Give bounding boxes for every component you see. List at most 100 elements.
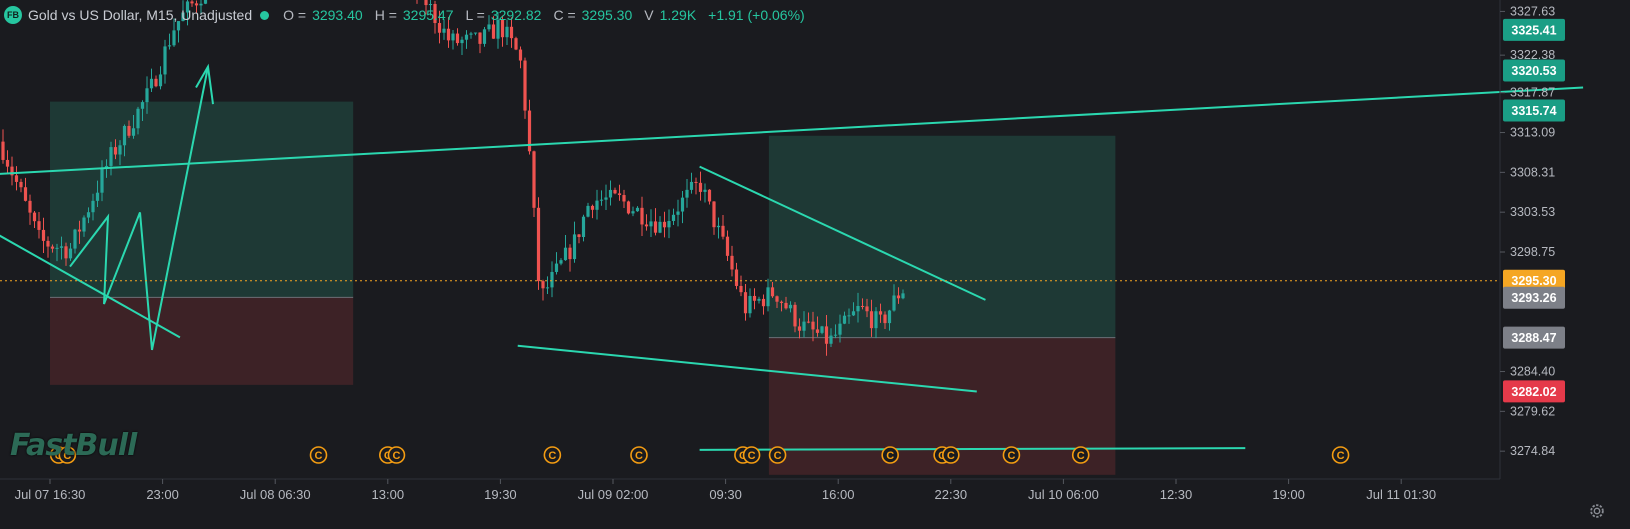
market-status-dot [260,10,270,20]
candle-body [500,19,505,38]
candle-body [901,293,905,299]
trend-line-5 [699,447,1246,451]
event-marker-2[interactable]: C [58,446,77,464]
candle-body [59,246,64,248]
candle-body [734,269,739,286]
candle-body [712,201,716,228]
y-tick-label-7: 3298.75 [1510,245,1555,259]
candle-body [190,1,194,4]
event-marker-11[interactable]: C [881,446,899,464]
candle-body [68,248,73,259]
event-icon: C [1007,450,1015,462]
high-label: H = [374,7,397,23]
event-icon: C [315,450,323,462]
x-tick-label-12: 19:00 [1272,487,1305,502]
event-marker-14[interactable]: C [1002,446,1021,464]
candle-body [667,220,671,228]
candle-body [536,207,541,282]
candle-body [577,234,581,238]
price-label-box-6 [1503,326,1565,349]
candle-body [113,147,118,155]
candle-body [437,23,442,33]
candle-body [595,200,599,210]
candle-body [829,335,833,344]
candle-body [568,247,572,260]
y-tick-label-9: 3279.62 [1510,404,1555,418]
price-label-2: 3320.53 [1511,64,1556,78]
candle-body [779,301,784,303]
candle-body [635,207,640,212]
price-label-box-4 [1503,269,1565,292]
candle-body [82,217,86,232]
candle-body [523,60,527,111]
candle-body [608,189,613,198]
candle-body [86,212,91,218]
candle-body [41,229,46,241]
candle-body [167,45,172,47]
x-tick-label-10: Jul 10 06:00 [1028,487,1099,502]
event-marker-15[interactable]: C [1071,446,1090,464]
price-label-box-1 [1503,18,1565,41]
event-circle [58,446,77,464]
candle-body [505,26,509,38]
candle-body [653,221,658,233]
symbol-title[interactable]: Gold vs US Dollar, M15, Unadjusted [28,7,253,23]
candle-body [752,295,757,301]
x-tick-label-1: Jul 07 16:30 [15,487,86,502]
y-tick-label-4: 3313.09 [1510,126,1555,140]
candle-body [136,108,140,129]
candle-body [95,192,100,201]
candle-body [761,298,766,307]
candle-body [649,221,653,227]
candle-body [527,110,532,152]
x-tick-label-5: 19:30 [484,487,517,502]
candle-body [199,3,203,6]
candle-body [604,197,608,200]
event-marker-5[interactable]: C [387,446,406,464]
event-marker-13[interactable]: C [941,446,960,464]
event-marker-3[interactable]: C [309,446,328,464]
candle-body [563,247,568,261]
trend-line-4 [699,165,986,301]
x-tick-label-8: 16:00 [822,487,855,502]
candle-body [149,78,154,89]
candle-body [100,168,104,193]
candle-body [464,34,469,40]
candle-body [784,302,788,309]
price-label-5: 3293.26 [1511,291,1556,305]
event-circle [742,446,761,464]
candle-body [851,311,856,316]
event-circle [1002,446,1021,464]
candle-body [892,295,896,311]
candle-body [478,32,482,44]
event-circle [387,446,406,464]
candle-body [19,181,23,188]
settings-gear-icon[interactable] [1588,502,1606,520]
candle-body [590,205,595,210]
price-label-box-5 [1503,286,1565,309]
candle-body [433,4,437,24]
candle-body [131,128,136,136]
candle-body [599,199,604,201]
low-label: L = [465,7,485,23]
candle-body [554,263,559,272]
candle-body [158,74,163,87]
candle-body [122,125,127,146]
candle-body [743,292,748,314]
low-value: 3292.82 [490,7,542,23]
candle-body [50,246,55,249]
candle-body [847,315,851,317]
x-tick-label-7: 09:30 [709,487,742,502]
event-marker-7[interactable]: C [630,446,648,464]
price-label-3: 3315.74 [1511,104,1556,118]
event-marker-16[interactable]: C [1331,446,1350,464]
candle-body [154,78,158,87]
candle-body [145,88,149,103]
event-marker-6[interactable]: C [543,446,562,464]
event-marker-9[interactable]: C [742,446,761,464]
event-marker-10[interactable]: C [768,446,787,464]
candle-body [73,229,77,249]
candle-body [550,271,554,288]
event-circle [768,446,787,464]
